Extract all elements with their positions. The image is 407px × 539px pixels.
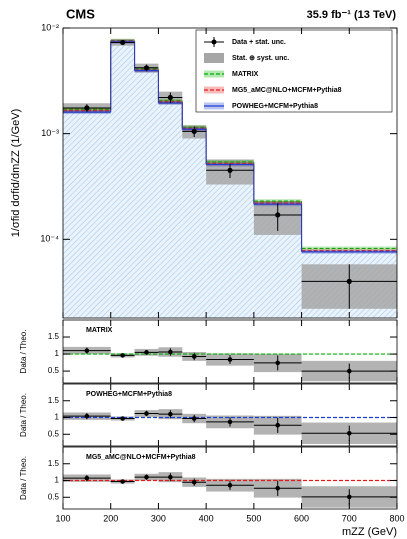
data-point — [143, 65, 150, 71]
data-point — [167, 94, 173, 101]
data-point — [227, 482, 233, 488]
y-tick-label: 10⁻³ — [41, 128, 59, 138]
data-point — [144, 474, 149, 480]
data-point — [227, 419, 233, 425]
theory-band — [253, 199, 302, 204]
data-point — [227, 167, 233, 173]
x-tick-label: 800 — [389, 513, 404, 523]
legend-label: MG5_aMC@NLO+MCFM+Pythia8 — [232, 87, 342, 94]
hist-fill — [206, 164, 254, 318]
y-axis-label: Data / Theo. — [19, 330, 28, 374]
data-point — [84, 475, 90, 481]
data-point — [120, 416, 125, 421]
data-point — [144, 350, 149, 355]
y-tick-label: 0.5 — [48, 429, 60, 438]
hist-fill — [134, 70, 159, 318]
y-tick-label: 0.5 — [48, 366, 60, 375]
plot-frame — [62, 319, 398, 384]
y-tick-label: 10⁻⁴ — [40, 234, 59, 244]
theory-band — [301, 248, 397, 253]
data-point — [191, 416, 197, 421]
data-point — [346, 494, 352, 500]
y-tick-label: 0.5 — [48, 492, 60, 501]
y-tick-label: 10⁻² — [41, 22, 59, 32]
hist-fill — [182, 129, 207, 318]
panel-label: POWHEG+MCFM+Pythia8 — [86, 391, 172, 398]
theory-band — [206, 159, 254, 164]
data-point — [120, 353, 125, 358]
x-tick-label: 500 — [246, 513, 261, 523]
plot-frame — [62, 446, 398, 510]
legend-label: Stat. ⊕ syst. unc. — [232, 55, 289, 62]
data-point — [346, 430, 352, 436]
x-tick-label: 400 — [199, 513, 214, 523]
x-axis-label: mZZ (GeV) — [342, 526, 397, 538]
data-point — [275, 422, 281, 428]
x-tick-label: 100 — [55, 513, 70, 523]
x-tick-label: 700 — [342, 513, 357, 523]
data-point — [191, 479, 197, 485]
plot-frame — [62, 383, 398, 447]
y-tick-label: 1 — [55, 476, 60, 485]
legend-label: MATRIX — [232, 71, 259, 78]
data-point — [346, 368, 352, 374]
data-point — [275, 360, 281, 366]
data-point — [168, 349, 173, 355]
data-point — [84, 105, 90, 111]
data-point — [191, 128, 197, 135]
data-point — [168, 474, 173, 480]
panel-label: MATRIX — [86, 327, 113, 334]
data-point — [168, 411, 173, 417]
legend-label: Data + stat. unc. — [232, 39, 286, 46]
panel-label: MG5_aMC@NLO+MCFM+Pythia8 — [86, 454, 196, 461]
hist-fill — [110, 41, 135, 319]
hist-fill — [63, 112, 111, 318]
y-axis-label: Data / Theo. — [19, 456, 28, 500]
data-point — [120, 39, 126, 46]
data-point — [275, 485, 281, 491]
legend-swatch — [204, 53, 224, 63]
x-tick-label: 200 — [103, 513, 118, 523]
data-point — [275, 212, 281, 218]
y-tick-label: 1.5 — [48, 459, 60, 468]
x-tick-label: 600 — [294, 513, 309, 523]
y-axis-label: Data / Theo. — [19, 393, 28, 437]
legend-box — [195, 29, 393, 113]
chart-subtitle: 35.9 fb⁻¹ (13 TeV) — [307, 9, 397, 21]
hist-fill — [158, 103, 183, 318]
data-point — [144, 411, 149, 416]
plot-frame — [62, 27, 398, 319]
y-tick-label: 1 — [55, 349, 60, 358]
data-point — [84, 348, 90, 353]
y-tick-label: 1 — [55, 413, 60, 422]
y-tick-label: 1.5 — [48, 332, 60, 341]
y-tick-label: 1.5 — [48, 396, 60, 405]
data-point — [120, 479, 125, 484]
theory-band — [301, 246, 397, 251]
data-point — [191, 354, 197, 359]
data-point — [227, 357, 233, 362]
chart-title: CMS — [66, 6, 95, 21]
y-axis-label: 1/σfid dσfid/dmZZ (1/GeV) — [10, 109, 22, 238]
legend-label: POWHEG+MCFM+Pythia8 — [232, 103, 318, 110]
data-point — [346, 278, 352, 284]
data-point — [84, 413, 90, 419]
x-tick-label: 300 — [151, 513, 166, 523]
